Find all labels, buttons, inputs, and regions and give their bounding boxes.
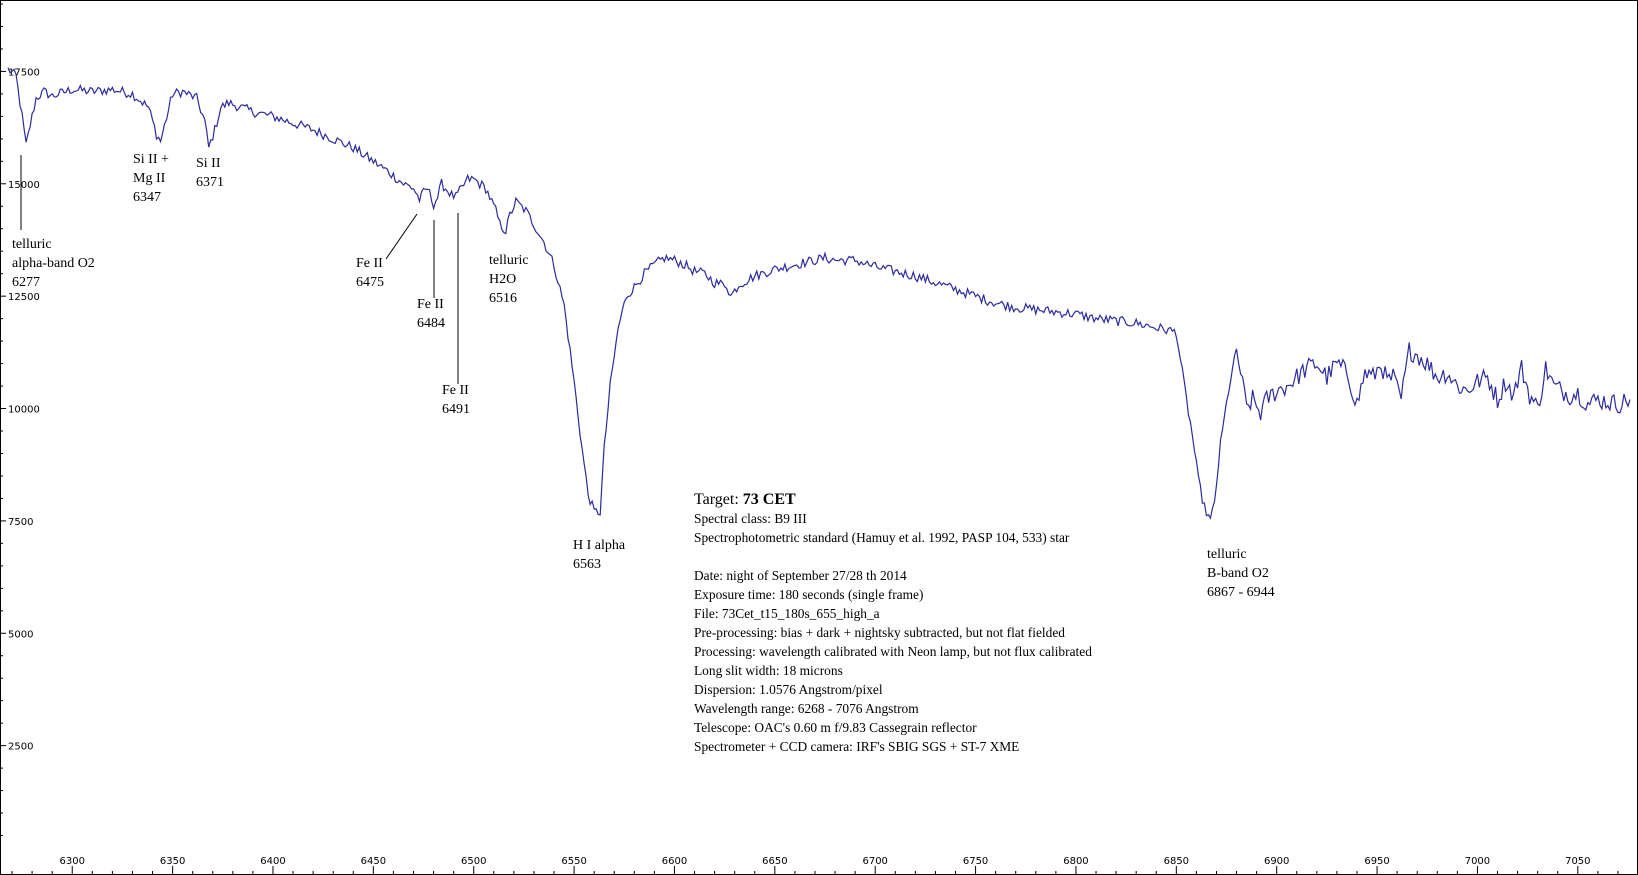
x-tick-label: 6600 (662, 856, 687, 867)
y-tick-label: 15000 (8, 180, 40, 191)
annotation-label: 6371 (196, 175, 224, 190)
annotation-label: alpha-band O2 (12, 256, 95, 271)
x-tick-label: 6500 (461, 856, 486, 867)
annotation-label: telluric (489, 253, 529, 268)
x-tick-label: 7050 (1565, 856, 1590, 867)
annotation-label: Si II (196, 156, 221, 171)
x-tick-label: 6750 (963, 856, 988, 867)
y-tick-label: 5000 (8, 629, 33, 640)
y-axis: 2500 5000 7500 10000 12500 15000 17500 (0, 3, 40, 837)
x-tick-label: 6850 (1164, 856, 1189, 867)
annotation-label: 6484 (417, 316, 445, 331)
annotation-label: 6491 (442, 402, 470, 417)
x-tick-label: 6550 (561, 856, 586, 867)
x-tick-label: 6650 (762, 856, 787, 867)
x-axis: 6300 6350 6400 6450 6500 6550 6600 6650 6700 6750… (11, 856, 1619, 875)
info-line: Pre-processing: bias + dark + nightsky s… (694, 625, 1065, 640)
x-tick-label: 6950 (1364, 856, 1389, 867)
info-line: Processing: wavelength calibrated with N… (694, 644, 1092, 659)
annotation-label: 6277 (12, 275, 40, 290)
info-line: Wavelength range: 6268 - 7076 Angstrom (694, 701, 919, 716)
annotation-label: H2O (489, 272, 516, 287)
y-tick-label: 17500 (8, 67, 40, 78)
annotation-label: 6347 (133, 190, 161, 205)
annotation-label: B-band O2 (1207, 566, 1269, 581)
info-line: Exposure time: 180 seconds (single frame… (694, 587, 923, 602)
x-tick-label: 6900 (1264, 856, 1289, 867)
annotation-6867-6944: telluric B-band O2 6867 - 6944 (1207, 547, 1275, 600)
annotation-6475: Fe II 6475 (356, 213, 418, 290)
info-panel: Target: 73 CET Spectral class: B9 III Spe… (694, 491, 1092, 754)
annotation-label: Si II + (133, 152, 169, 167)
x-tick-label: 6450 (361, 856, 386, 867)
annotation-label: 6475 (356, 275, 384, 290)
annotation-6491: Fe II 6491 (442, 213, 470, 417)
annotation-label: H I alpha (573, 538, 626, 553)
y-tick-label: 10000 (8, 405, 40, 416)
spectrum-line (7, 67, 1631, 520)
annotation-label: Mg II (133, 171, 166, 186)
annotation-label: telluric (1207, 547, 1247, 562)
annotation-6563: H I alpha 6563 (573, 538, 626, 572)
x-tick-label: 6400 (260, 856, 285, 867)
annotation-label: 6563 (573, 557, 601, 572)
annotation-label: Fe II (442, 383, 469, 398)
x-tick-label: 6800 (1063, 856, 1088, 867)
info-line: Telescope: OAC's 0.60 m f/9.83 Cassegrai… (694, 720, 977, 735)
annotation-label: Fe II (417, 297, 444, 312)
annotation-label: Fe II (356, 256, 383, 271)
info-line: Dispersion: 1.0576 Angstrom/pixel (694, 682, 883, 697)
x-tick-label: 6350 (160, 856, 185, 867)
x-tick-label: 6300 (60, 856, 85, 867)
info-line: Spectral class: B9 III (694, 511, 807, 526)
annotation-6516: telluric H2O 6516 (489, 253, 529, 306)
annotation-6347: Si II + Mg II 6347 (133, 152, 169, 205)
annotation-label: 6516 (489, 291, 517, 306)
x-tick-label: 6700 (862, 856, 887, 867)
info-line: Spectrometer + CCD camera: IRF's SBIG SG… (694, 739, 1019, 754)
annotation-6484: Fe II 6484 (417, 220, 445, 331)
annotation-label: 6867 - 6944 (1207, 585, 1275, 600)
info-line: Date: night of September 27/28 th 2014 (694, 568, 907, 583)
info-line: Spectrophotometric standard (Hamuy et al… (694, 530, 1070, 545)
y-tick-label: 12500 (8, 292, 40, 303)
x-tick-label: 7000 (1465, 856, 1490, 867)
annotation-label: telluric (12, 237, 52, 252)
info-line: Long slit width: 18 microns (694, 663, 843, 678)
annotation-leader (385, 213, 418, 260)
annotation-6277: telluric alpha-band O2 6277 (12, 155, 95, 290)
y-tick-label: 7500 (8, 517, 33, 528)
target-title: Target: 73 CET (694, 491, 796, 508)
y-tick-label: 2500 (8, 742, 33, 753)
info-line: File: 73Cet_t15_180s_655_high_a (694, 606, 880, 621)
annotation-6371: Si II 6371 (196, 156, 224, 190)
line-annotations: telluric alpha-band O2 6277 Si II + Mg II 634… (12, 152, 1275, 600)
